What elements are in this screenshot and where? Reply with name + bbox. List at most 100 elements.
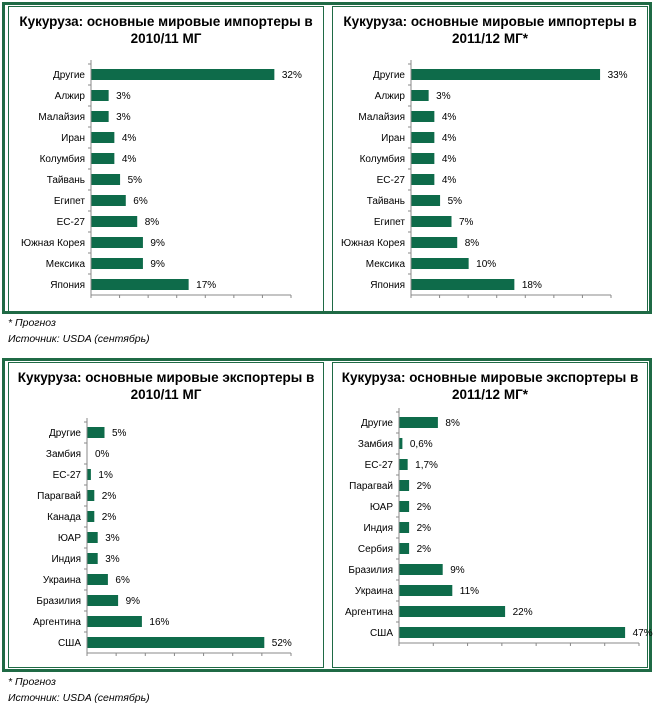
bar <box>411 69 601 80</box>
bar <box>91 69 275 80</box>
source-note: Источник: USDA (сентябрь) <box>8 333 150 345</box>
bar <box>87 490 95 501</box>
bar <box>87 511 95 522</box>
data-label: 16% <box>149 617 169 628</box>
chart-title: Кукуруза: основные мировые импортеры в 2… <box>333 13 647 47</box>
data-label: 5% <box>448 196 463 207</box>
bar <box>399 522 410 533</box>
bar <box>399 417 438 428</box>
data-label: 3% <box>116 91 131 102</box>
bar <box>411 195 441 206</box>
data-label: 2% <box>102 512 117 523</box>
category-label: США <box>58 638 81 649</box>
category-label: Замбия <box>46 448 81 460</box>
chart-panel-importers-2011-12: Кукуруза: основные мировые импортеры в 2… <box>332 6 648 312</box>
chart-title-line-1: Кукуруза: основные мировые экспортеры в <box>17 370 315 385</box>
bar <box>91 258 143 269</box>
bar <box>411 132 435 143</box>
category-label: Япония <box>50 280 85 291</box>
data-label: 3% <box>436 91 451 102</box>
data-label: 2% <box>417 502 432 513</box>
category-label: Замбия <box>358 438 393 450</box>
chart-panel-exporters-2011-12: Кукуруза: основные мировые экспортеры в … <box>332 362 653 668</box>
bar <box>87 595 119 606</box>
category-label: Египет <box>54 196 86 207</box>
chart-title-line-2: 2010/11 МГ <box>130 31 202 46</box>
category-label: Египет <box>374 217 406 228</box>
bar <box>399 438 403 449</box>
bar <box>87 553 98 564</box>
bar <box>411 90 429 101</box>
data-label: 17% <box>196 280 216 291</box>
category-label: Индия <box>51 554 81 565</box>
chart-title: Кукуруза: основные мировые экспортеры в … <box>9 369 323 403</box>
data-label: 52% <box>272 638 292 649</box>
bar-chart-importers-2010-11: Другие 32% Алжир 3% Малайзия 3% Иран 4% Колумбия… <box>21 60 302 298</box>
category-label: Другие <box>49 428 81 439</box>
data-label: 4% <box>442 133 457 144</box>
bar <box>399 501 410 512</box>
category-label: Колумбия <box>40 153 85 165</box>
bar <box>411 216 452 227</box>
data-label: 0,6% <box>410 439 433 450</box>
bar <box>399 459 408 470</box>
bar <box>91 153 115 164</box>
category-label: Аргентина <box>345 607 393 618</box>
bar-chart-exporters-2011-12: Другие 8% Замбия 0,6% ЕС-27 1,7% Парагвай 2% ЮАР… <box>345 408 653 646</box>
data-label: 9% <box>150 259 165 270</box>
bar <box>411 258 469 269</box>
category-label: Тайвань <box>47 175 85 186</box>
category-label: Аргентина <box>33 617 81 628</box>
data-label: 6% <box>115 575 130 586</box>
bar <box>399 606 506 617</box>
data-label: 8% <box>445 418 460 429</box>
data-label: 4% <box>122 133 137 144</box>
category-label: Мексика <box>366 259 406 270</box>
data-label: 22% <box>513 607 533 618</box>
bar <box>87 427 105 438</box>
bar-chart-exporters-2010-11: Другие 5% Замбия 0% ЕС-27 1% Парагвай 2% Канада 2… <box>33 418 292 656</box>
bar <box>91 216 138 227</box>
bar <box>399 543 410 554</box>
category-label: Парагвай <box>349 481 393 492</box>
category-label: Иран <box>381 133 405 144</box>
data-label: 6% <box>133 196 148 207</box>
bar <box>411 111 435 122</box>
chart-title-line-1: Кукуруза: основные мировые экспортеры в <box>341 370 639 385</box>
bar-chart-importers-2011-12: Другие 33% Алжир 3% Малайзия 4% Иран 4% Колумбия… <box>341 60 628 298</box>
forecast-note: * Прогноз <box>8 676 56 688</box>
data-label: 3% <box>105 554 120 565</box>
source-note: Источник: USDA (сентябрь) <box>8 692 150 704</box>
data-label: 33% <box>608 70 628 81</box>
chart-title-line-2: 2011/12 МГ* <box>452 31 528 46</box>
category-label: Индия <box>363 523 393 534</box>
category-label: Другие <box>53 70 85 81</box>
data-label: 2% <box>417 481 432 492</box>
category-label: Иран <box>61 133 85 144</box>
bar <box>91 237 143 248</box>
data-label: 2% <box>417 523 432 534</box>
data-label: 32% <box>282 70 302 81</box>
category-label: ЕС-27 <box>53 470 82 481</box>
data-label: 3% <box>105 533 120 544</box>
bar <box>399 585 453 596</box>
category-label: Бразилия <box>348 565 393 576</box>
category-label: Южная Корея <box>341 238 405 249</box>
data-label: 5% <box>112 428 127 439</box>
category-label: Тайвань <box>367 196 405 207</box>
bar <box>399 564 443 575</box>
category-label: Канада <box>47 512 81 523</box>
data-label: 4% <box>442 112 457 123</box>
bar <box>87 637 265 648</box>
category-label: Бразилия <box>36 596 81 607</box>
data-label: 10% <box>476 259 496 270</box>
category-label: ЕС-27 <box>365 460 394 471</box>
bar <box>91 279 189 290</box>
category-label: Алжир <box>375 91 406 102</box>
data-label: 3% <box>116 112 131 123</box>
category-label: Украина <box>355 586 394 597</box>
chart-title: Кукуруза: основные мировые экспортеры в … <box>333 369 647 403</box>
chart-panel-importers-2010-11: Кукуруза: основные мировые импортеры в 2… <box>8 6 324 312</box>
bar <box>411 174 435 185</box>
category-label: США <box>370 628 393 639</box>
